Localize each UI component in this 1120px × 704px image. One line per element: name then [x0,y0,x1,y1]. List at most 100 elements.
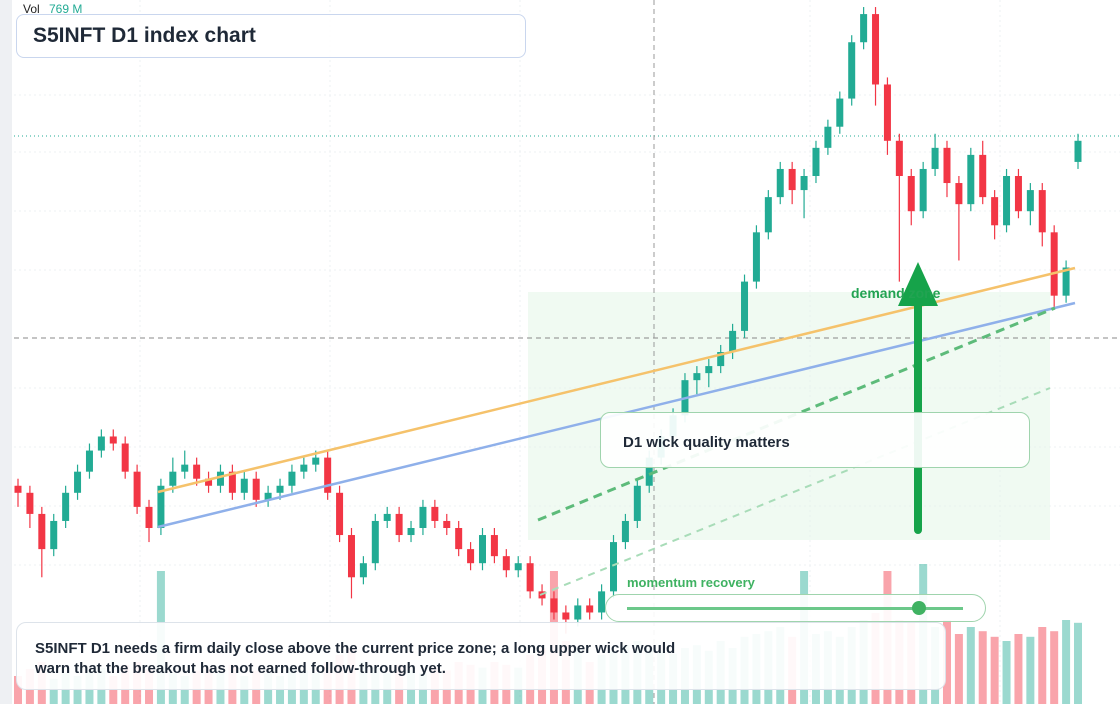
candle-body [50,520,58,550]
volume-bar [1074,622,1082,704]
candle-body [407,528,415,536]
candle-body [1003,176,1011,226]
candle-body [97,436,105,451]
candle-body [907,176,915,212]
candle-body [121,443,129,472]
candle-body [895,140,903,176]
slider[interactable] [605,594,986,622]
candle-body [252,478,260,500]
candle-body [205,478,213,486]
candle-body [371,520,379,564]
volume-bar [73,676,82,704]
zone-label: demand zone [851,285,941,301]
candle-body [133,471,141,507]
candle-body [467,549,475,564]
candle-body [395,513,403,536]
callout-box: D1 wick quality matters [600,412,1030,468]
volume-bar [954,634,963,704]
candle-body [931,147,939,169]
title-box: S5INFT D1 index chart [16,14,526,58]
volume-bar [14,676,22,704]
volume-bar [1038,627,1047,704]
candle-body [324,457,332,493]
candle-body [872,14,880,85]
volume-bar [1002,641,1011,704]
candle-body [991,197,999,226]
candle-body [347,535,355,578]
candle-body [240,478,248,493]
candle-body [562,612,570,620]
volume-bar [1050,631,1059,704]
candle-body [764,197,772,233]
candle-body [574,605,582,620]
candle-body [419,506,427,528]
candle-body [633,485,641,521]
candle-body [967,154,975,205]
chart-title: S5INFT D1 index chart [33,24,256,47]
candle-body [443,520,451,528]
candle-body [586,605,594,613]
candle-body [85,450,93,472]
candle-body [1038,190,1046,233]
candle-body [598,591,606,613]
slider-knob[interactable] [912,601,926,615]
caption: S5INFT D1 needs a firm daily close above… [35,640,676,677]
candle-body [1062,267,1070,296]
candle-body [359,563,367,578]
candle-body [1026,190,1034,212]
volume-bar [1014,634,1023,704]
candle-body [74,471,82,493]
candle-body [550,598,558,613]
volume-bar [240,676,249,704]
candle-body [1050,232,1058,296]
candle-body [228,471,236,493]
candle-body [288,471,296,486]
candle-body [490,535,498,557]
candle-body [478,535,486,564]
volume-bar [109,676,118,704]
candle-body [526,563,534,592]
volume-bar [966,627,975,704]
candle-body [26,492,34,514]
candle-body [514,563,522,571]
candle-body [300,464,308,472]
left-edge [0,0,12,704]
candle-body [1014,176,1022,212]
candle-body [264,492,272,500]
volume-bar [1062,620,1071,704]
candle-body [145,506,153,528]
candle-body [741,281,749,331]
candle-body [193,464,201,479]
candle-body [383,513,391,521]
volume-bar [978,631,987,704]
candle-body [717,352,725,367]
candle-body [943,147,951,184]
candle-body [860,14,868,43]
candle-body [216,471,224,486]
dashed-trend [537,306,1056,522]
volume-bar [1026,636,1035,704]
caption-box: S5INFT D1 needs a firm daily close above… [16,622,946,690]
candle-body [776,168,784,198]
candle-body [812,147,820,176]
volume-bar [942,620,951,704]
candle-body [455,528,463,550]
candle-body [157,485,165,528]
candle-body [848,42,856,99]
candle-body [824,126,832,148]
volume-bar [49,678,58,704]
candle-body [276,485,284,493]
candle-body [800,176,808,191]
vol-value: 769 M [49,2,82,16]
callout: D1 wick quality matters [623,434,790,451]
candle-body [312,457,320,465]
candle-body [431,506,439,521]
candle-body [955,183,963,205]
candle-body [38,513,46,550]
candle-body [788,168,796,191]
candle-body [705,366,713,374]
slider-track [627,607,963,610]
candle-body [336,492,344,536]
candle-body [1074,140,1082,162]
